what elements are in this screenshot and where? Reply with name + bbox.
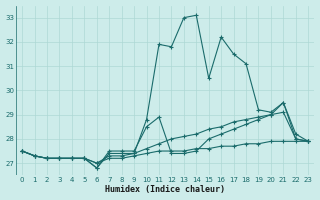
X-axis label: Humidex (Indice chaleur): Humidex (Indice chaleur) xyxy=(105,185,225,194)
